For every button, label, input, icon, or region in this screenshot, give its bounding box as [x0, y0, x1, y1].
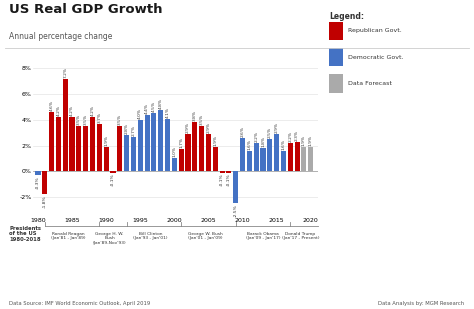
Bar: [151, 113, 156, 171]
Bar: [172, 159, 177, 171]
Bar: [124, 135, 129, 171]
Text: 3.5%: 3.5%: [77, 114, 81, 125]
Text: 1.9%: 1.9%: [302, 135, 306, 146]
Text: 4.2%: 4.2%: [70, 105, 74, 116]
Text: 1.9%: 1.9%: [104, 135, 108, 146]
Text: 2.9%: 2.9%: [207, 122, 210, 133]
Text: 4.4%: 4.4%: [145, 103, 149, 114]
Bar: [308, 147, 313, 171]
Text: US Real GDP Growth: US Real GDP Growth: [9, 3, 163, 16]
Text: Barack Obama
(Jan'09 - Jan'17): Barack Obama (Jan'09 - Jan'17): [246, 232, 280, 240]
Bar: [145, 115, 150, 171]
Bar: [179, 150, 184, 171]
Text: 1.9%: 1.9%: [309, 135, 313, 146]
Text: 4.8%: 4.8%: [159, 98, 163, 108]
Text: 4.2%: 4.2%: [56, 105, 60, 116]
Text: Legend:: Legend:: [329, 12, 365, 21]
Bar: [185, 134, 191, 171]
Text: 3.5%: 3.5%: [200, 114, 204, 125]
Text: 3.7%: 3.7%: [97, 112, 101, 123]
Bar: [83, 126, 88, 171]
Bar: [165, 119, 170, 171]
Text: -0.1%: -0.1%: [111, 174, 115, 186]
Text: 2.9%: 2.9%: [274, 122, 279, 133]
Bar: [219, 171, 225, 173]
Bar: [110, 171, 116, 173]
Bar: [206, 134, 211, 171]
Bar: [117, 126, 122, 171]
Bar: [267, 139, 273, 171]
Bar: [281, 151, 286, 171]
Text: 2.2%: 2.2%: [254, 131, 258, 142]
Text: 1.7%: 1.7%: [179, 138, 183, 148]
Bar: [247, 151, 252, 171]
Text: Ronald Reagan
(Jan'81 - Jan'89): Ronald Reagan (Jan'81 - Jan'89): [51, 232, 86, 240]
Text: -0.1%: -0.1%: [227, 174, 231, 186]
Text: Democratic Govt.: Democratic Govt.: [348, 55, 404, 60]
Text: -0.3%: -0.3%: [36, 176, 40, 189]
Text: -1.8%: -1.8%: [43, 196, 47, 208]
Bar: [76, 126, 82, 171]
Bar: [213, 147, 218, 171]
Bar: [70, 117, 74, 171]
Text: Bill Clinton
(Jan'93 - Jan'01): Bill Clinton (Jan'93 - Jan'01): [133, 232, 168, 240]
Text: 2.5%: 2.5%: [268, 127, 272, 138]
Bar: [288, 143, 293, 171]
Bar: [254, 143, 259, 171]
Bar: [158, 110, 163, 171]
Text: 4.2%: 4.2%: [91, 105, 94, 116]
Text: 3.5%: 3.5%: [84, 114, 88, 125]
Text: Data Analysis by: MGM Research: Data Analysis by: MGM Research: [378, 301, 465, 306]
Bar: [240, 138, 245, 171]
Text: 4.5%: 4.5%: [152, 101, 156, 112]
Text: 2.6%: 2.6%: [241, 126, 245, 137]
Text: Donald Trump
(Jan'17 - Present): Donald Trump (Jan'17 - Present): [282, 232, 319, 240]
Text: 4.1%: 4.1%: [165, 107, 170, 118]
Bar: [260, 148, 265, 171]
Text: 1.0%: 1.0%: [173, 146, 176, 157]
Text: 4.6%: 4.6%: [50, 100, 54, 111]
Bar: [49, 112, 54, 171]
Text: 7.2%: 7.2%: [63, 67, 67, 78]
Bar: [104, 147, 109, 171]
Bar: [131, 137, 136, 171]
Text: 1.6%: 1.6%: [247, 139, 251, 150]
Text: 2.2%: 2.2%: [288, 131, 292, 142]
Text: 4.0%: 4.0%: [138, 108, 142, 119]
Text: 2.8%: 2.8%: [125, 123, 128, 134]
Bar: [56, 117, 61, 171]
Text: George W. Bush
(Jan'01 - Jan'09): George W. Bush (Jan'01 - Jan'09): [188, 232, 222, 240]
Text: 1.6%: 1.6%: [282, 139, 285, 150]
Bar: [63, 79, 68, 171]
Text: Presidents
of the US
1980-2018: Presidents of the US 1980-2018: [9, 226, 42, 242]
Text: 1.9%: 1.9%: [213, 135, 217, 146]
Bar: [274, 134, 279, 171]
Text: 1.8%: 1.8%: [261, 136, 265, 147]
Text: Data Source: IMF World Economic Outlook, April 2019: Data Source: IMF World Economic Outlook,…: [9, 301, 151, 306]
Text: Data Forecast: Data Forecast: [348, 81, 392, 86]
Bar: [138, 120, 143, 171]
Bar: [294, 142, 300, 171]
Text: 2.7%: 2.7%: [131, 125, 136, 136]
Bar: [42, 171, 47, 194]
Text: George H. W.
Bush
(Jan'89-Nov'93): George H. W. Bush (Jan'89-Nov'93): [93, 232, 127, 245]
Bar: [227, 171, 231, 173]
Bar: [36, 171, 40, 175]
Text: 2.3%: 2.3%: [295, 130, 299, 141]
Bar: [192, 122, 197, 171]
Text: Annual percentage change: Annual percentage change: [9, 32, 113, 41]
Bar: [90, 117, 95, 171]
Bar: [301, 147, 307, 171]
Text: -0.1%: -0.1%: [220, 174, 224, 186]
Text: -2.5%: -2.5%: [234, 205, 238, 217]
Bar: [199, 126, 204, 171]
Bar: [233, 171, 238, 203]
Bar: [97, 124, 102, 171]
Text: 2.9%: 2.9%: [186, 122, 190, 133]
Text: Republican Govt.: Republican Govt.: [348, 28, 402, 33]
Text: 3.8%: 3.8%: [193, 110, 197, 121]
Text: 3.5%: 3.5%: [118, 114, 122, 125]
